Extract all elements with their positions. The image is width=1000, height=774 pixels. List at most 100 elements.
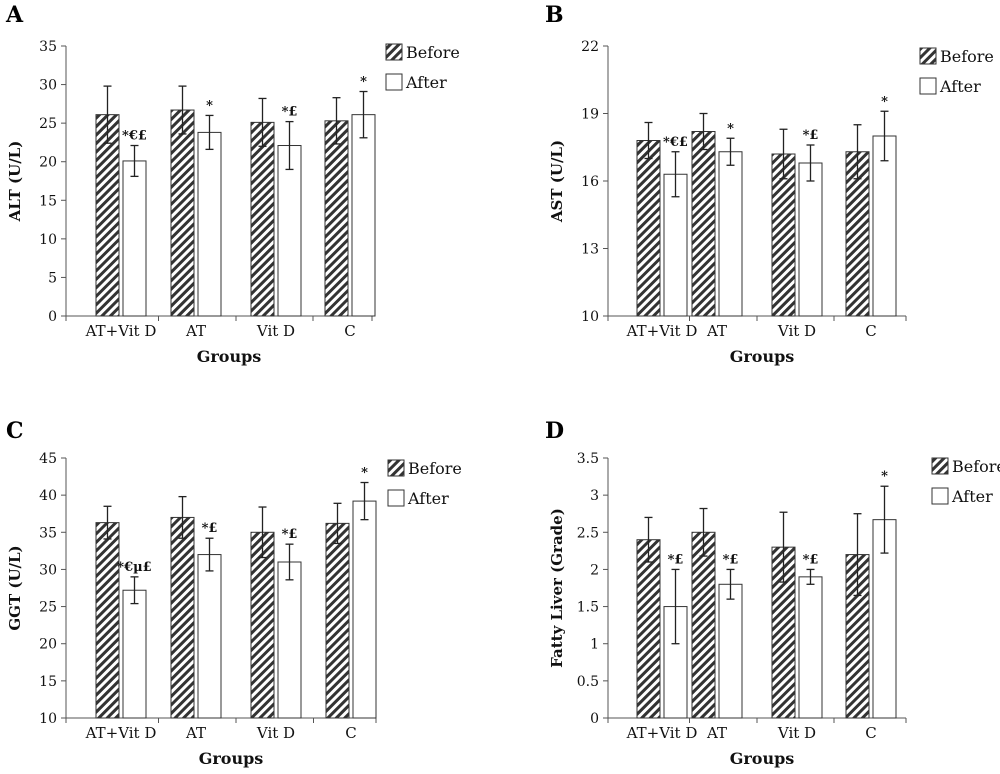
legend: Before After (931, 457, 1000, 506)
category-label: AT (185, 322, 206, 340)
y-tick-label: 10 (39, 711, 57, 727)
y-tick-label: 16 (581, 174, 599, 190)
category-label: Vit D (256, 322, 295, 340)
y-tick-label: 1.5 (577, 600, 599, 616)
bar-after (872, 135, 897, 317)
y-tick-label: 45 (39, 451, 57, 467)
significance-label: * (360, 75, 367, 90)
significance-label: *£ (202, 521, 218, 536)
significance-label: * (881, 469, 888, 484)
y-tick-label: 35 (39, 39, 57, 55)
panel-a: A 0 5 10 15 20 25 30 35 *€£ AT+Vit D * AT *£ Vit D * C Gr… (5, 2, 460, 366)
y-tick-label: 35 (39, 525, 57, 541)
y-tick-label: 10 (39, 232, 57, 248)
legend-swatch-after (931, 487, 949, 505)
significance-label: *£ (282, 527, 298, 542)
x-axis-label: Groups (197, 347, 262, 366)
x-axis-label: Groups (730, 749, 795, 768)
category-label: C (865, 322, 876, 340)
bar-before (95, 522, 120, 719)
significance-label: * (206, 98, 213, 113)
panel-c: C 10 15 20 25 30 35 40 45 *€µ£ AT+Vit D *£ AT *£ Vit D… (6, 418, 462, 768)
y-tick-label: 19 (581, 107, 599, 123)
category-label: C (345, 724, 356, 742)
y-tick-label: 25 (39, 116, 57, 132)
legend-swatch-after (385, 73, 403, 91)
legend-label-after: After (951, 487, 993, 506)
significance-label: *£ (803, 128, 819, 143)
legend-swatch-before (919, 47, 937, 65)
y-tick-label: 15 (39, 193, 57, 209)
y-tick-label: 30 (39, 78, 57, 94)
y-tick-label: 0 (48, 309, 57, 325)
category-label: AT+Vit D (85, 322, 157, 340)
x-axis-label: Groups (730, 347, 795, 366)
y-tick-label: 3 (590, 488, 599, 504)
bar-after (277, 561, 302, 719)
category-label: C (344, 322, 355, 340)
significance-label: *£ (668, 552, 684, 567)
category-label: Vit D (777, 322, 816, 340)
bar-before (325, 522, 350, 719)
significance-label: * (881, 94, 888, 109)
bar-after (718, 151, 743, 317)
category-label: Vit D (256, 724, 295, 742)
y-tick-label: 5 (48, 270, 57, 286)
bar-before (95, 114, 120, 317)
y-tick-label: 0.5 (577, 674, 599, 690)
bar-before (250, 531, 275, 719)
category-label: AT (706, 322, 727, 340)
legend-swatch-before (931, 457, 949, 475)
legend-label-before: Before (952, 457, 1000, 476)
y-axis-label: Fatty Liver (Grade) (548, 508, 566, 668)
y-axis-label: AST (U/L) (548, 140, 566, 223)
legend: Before After (385, 43, 460, 92)
significance-label: *£ (282, 105, 298, 120)
panel-letter: C (6, 418, 24, 444)
category-label: AT+Vit D (626, 724, 698, 742)
category-label: AT (185, 724, 206, 742)
category-label: AT+Vit D (85, 724, 157, 742)
y-tick-label: 13 (581, 242, 599, 258)
legend-label-before: Before (408, 459, 462, 478)
bar-before (170, 109, 195, 317)
bar-before (636, 140, 661, 317)
bar-before (691, 131, 716, 317)
legend-label-before: Before (406, 43, 460, 62)
y-axis-label: ALT (U/L) (6, 141, 24, 223)
y-tick-label: 25 (39, 600, 57, 616)
legend-swatch-before (387, 459, 405, 477)
y-tick-label: 3.5 (577, 451, 599, 467)
significance-label: *€£ (122, 129, 147, 144)
bar-after (351, 114, 376, 317)
x-axis-label: Groups (199, 749, 264, 768)
legend-label-after: After (407, 489, 449, 508)
bar-after (197, 554, 222, 719)
y-tick-label: 40 (39, 488, 57, 504)
bar-before (170, 516, 195, 719)
category-label: AT (706, 724, 727, 742)
bar-before (691, 531, 716, 719)
legend-swatch-before (385, 43, 403, 61)
y-tick-label: 20 (39, 155, 57, 171)
bar-after (798, 576, 823, 719)
legend-label-after: After (939, 77, 981, 96)
legend-swatch-after (387, 489, 405, 507)
y-axis-label: GGT (U/L) (6, 545, 24, 630)
significance-label: *€µ£ (117, 560, 151, 575)
bar-after (122, 160, 147, 317)
bar-before (636, 539, 661, 719)
bar-before (250, 121, 275, 317)
bar-after (352, 500, 377, 719)
bar-after (197, 131, 222, 317)
bar-before (324, 120, 349, 317)
legend: Before After (387, 459, 462, 508)
legend-label-after: After (405, 73, 447, 92)
panel-letter: D (545, 418, 564, 444)
significance-label: * (727, 121, 734, 136)
y-tick-label: 10 (581, 309, 599, 325)
significance-label: * (361, 466, 368, 481)
category-label: C (865, 724, 876, 742)
y-tick-label: 15 (39, 674, 57, 690)
panel-letter: B (545, 2, 564, 28)
